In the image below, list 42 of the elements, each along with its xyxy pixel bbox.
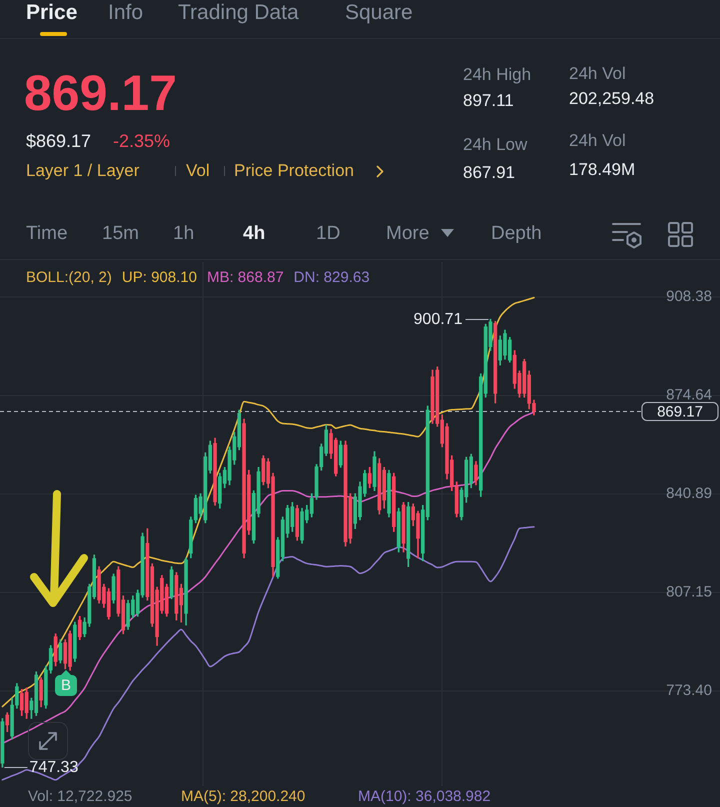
text: MB: 868.87 [206,268,284,288]
text: Price Protection [234,160,354,182]
text: Price [26,0,78,26]
text: 1h [173,222,194,246]
annotation: B [55,675,77,696]
text: Layer 1 / Layer [26,160,140,182]
text: Info [108,0,144,26]
text: 869.17 [24,64,177,123]
y-tick-label: 773.40 [666,682,712,700]
text: 1D [316,222,340,246]
text: 24h Vol [569,130,626,152]
y-tick-label: 874.64 [666,386,712,404]
text: $869.17 [26,131,92,153]
text: -2.35% [113,131,170,153]
y-tick-label: 908.38 [666,288,712,305]
text: 24h Low [463,134,528,156]
annotation: 900.71 [414,310,463,328]
text: DN: 829.63 [294,268,370,288]
y-tick-label: 807.15 [666,584,712,601]
text: 4h [243,222,266,246]
text: Time [26,222,68,246]
text: Vol: 12,722.925 [28,788,132,806]
text: 24h High [463,64,532,86]
text: 15m [102,222,139,246]
line-series [2,296,535,708]
text: 897.11 [463,90,514,112]
text: Vol [186,160,210,182]
text: Depth [491,222,542,246]
text: UP: 908.10 [122,268,197,288]
text: 202,259.48 [569,88,654,110]
line-series [2,526,535,781]
text: 867.91 [463,162,515,184]
text: More [386,222,430,246]
text: MA(10): 36,038.982 [358,788,491,806]
text: 24h Vol [569,64,626,84]
text: Square [345,0,413,26]
text: MA(5): 28,200.240 [181,788,306,806]
legend-title: BOLL:(20, 2) [26,268,112,288]
text: 869.17 [657,404,703,421]
text: 178.49M [569,160,636,180]
text: Trading Data [178,0,299,26]
y-tick-label: 840.89 [666,485,712,502]
